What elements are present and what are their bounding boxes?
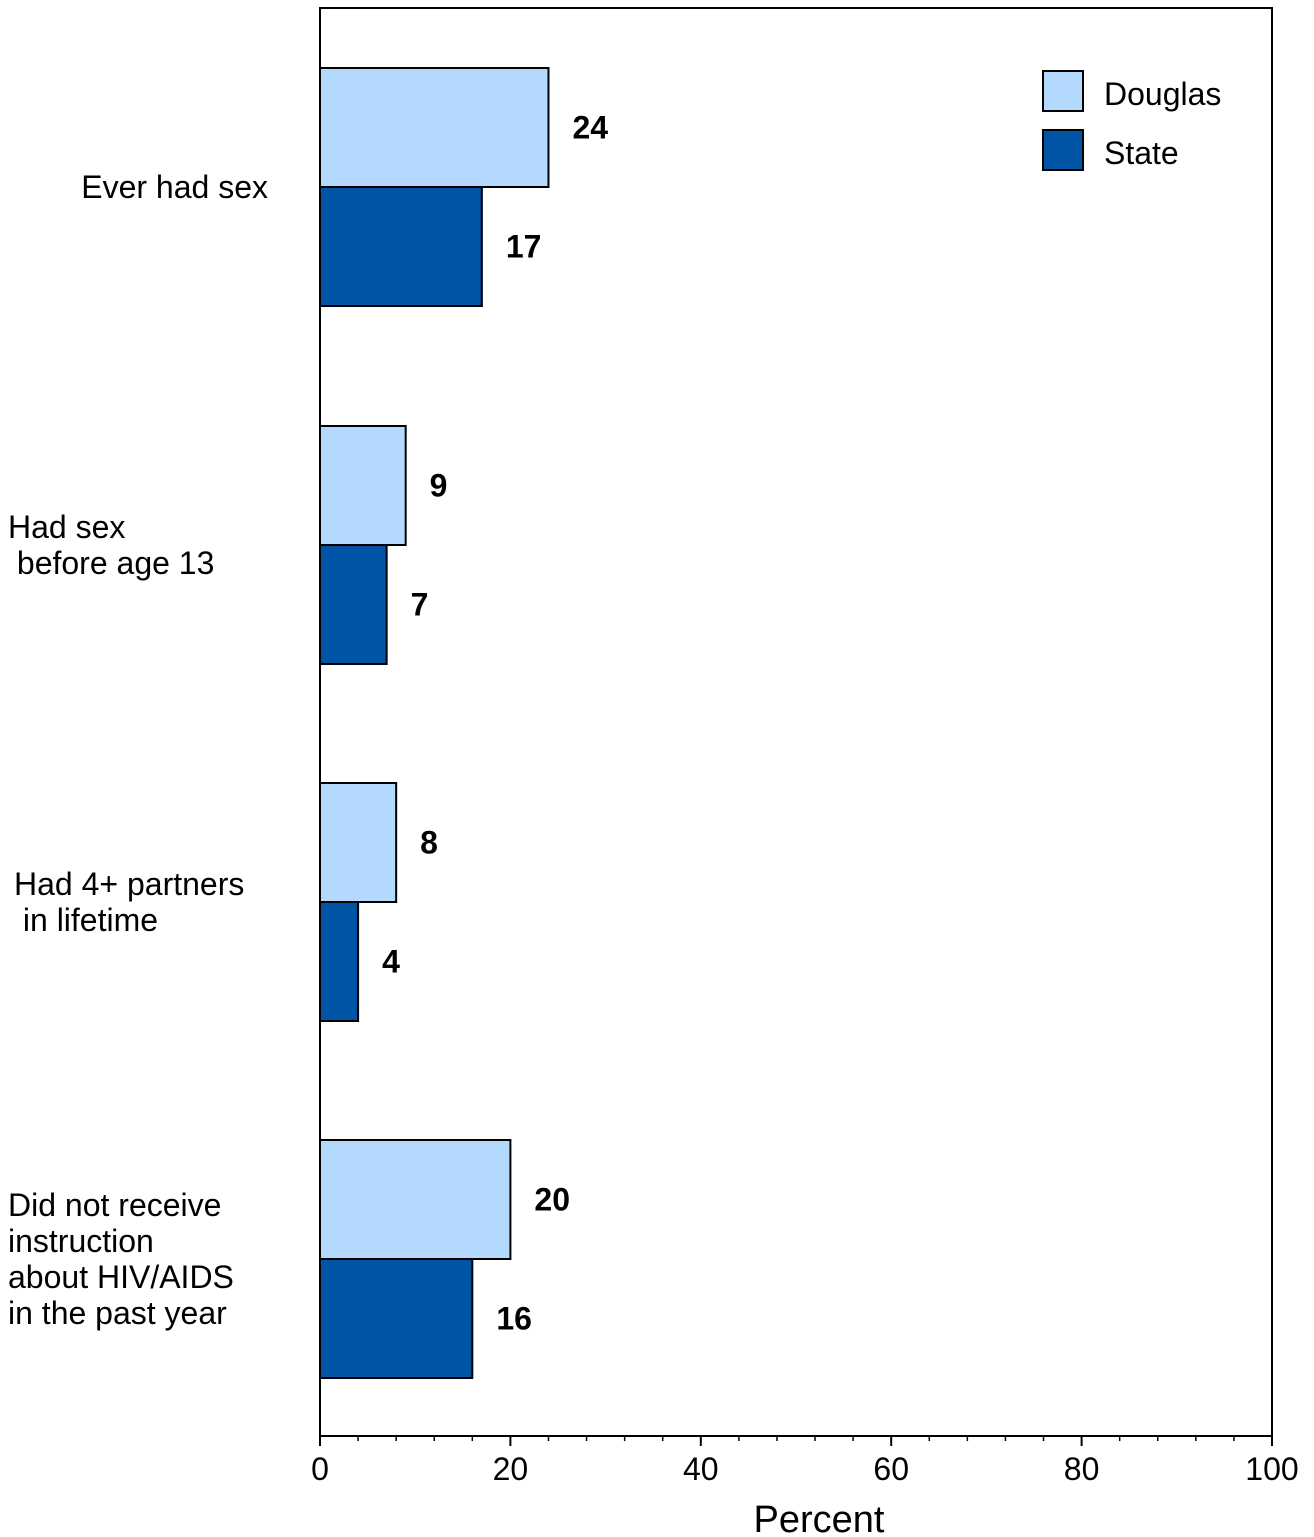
plot-frame [319, 7, 1273, 1437]
value-label-douglas-3: 20 [534, 1182, 570, 1218]
category-label-line: before age 13 [8, 545, 214, 581]
category-label-1: Had sex before age 13 [8, 509, 214, 581]
bar-state-3 [319, 1258, 474, 1379]
x-axis: 0 20 40 60 80 100 [311, 1436, 1299, 1487]
value-label-state-1: 7 [411, 587, 429, 623]
legend: Douglas State [1042, 70, 1221, 171]
legend-label-douglas: Douglas [1104, 76, 1221, 112]
x-tick-label: 60 [873, 1451, 909, 1487]
x-tick-label: 80 [1064, 1451, 1100, 1487]
legend-label-state: State [1104, 135, 1179, 171]
value-label-douglas-2: 8 [420, 825, 438, 861]
x-tick-label: 20 [493, 1451, 529, 1487]
category-label-line: about HIV/AIDS [8, 1259, 234, 1295]
bar-state-2 [319, 901, 360, 1022]
bar-state-0 [319, 186, 483, 307]
value-label-state-2: 4 [382, 944, 400, 980]
legend-swatch-douglas [1042, 70, 1084, 112]
category-label-line: in the past year [8, 1295, 227, 1331]
category-labels-group: Ever had sex Had sex before age 13 Had 4+ … [8, 169, 268, 1331]
legend-swatch-state [1042, 129, 1084, 171]
bar-douglas-2 [319, 782, 398, 903]
value-label-state-0: 17 [506, 229, 542, 265]
bar-douglas-1 [319, 425, 407, 546]
x-tick-label: 100 [1245, 1451, 1298, 1487]
category-label-line: Did not receive [8, 1187, 221, 1223]
category-label-line: Had 4+ partners [14, 866, 244, 902]
value-labels-group: 24 17 9 7 8 4 20 16 [382, 110, 608, 1337]
bar-douglas-0 [319, 67, 550, 188]
bars-group [319, 67, 550, 1379]
category-label-line: instruction [8, 1223, 154, 1259]
bar-douglas-3 [319, 1139, 512, 1260]
value-label-douglas-0: 24 [572, 110, 608, 146]
category-label-2: Had 4+ partners in lifetime [14, 866, 244, 938]
x-tick-label: 0 [311, 1451, 329, 1487]
category-label-3: Did not receive instruction about HIV/AIDS… [8, 1187, 234, 1331]
value-label-douglas-1: 9 [430, 468, 448, 504]
x-tick-label: 40 [683, 1451, 719, 1487]
category-label-0: Ever had sex [81, 169, 268, 205]
category-label-line: Had sex [8, 509, 125, 545]
value-label-state-3: 16 [496, 1301, 532, 1337]
bar-state-1 [319, 544, 388, 665]
x-axis-title: Percent [754, 1499, 885, 1537]
category-label-line: Ever had sex [81, 169, 268, 205]
category-label-line: in lifetime [14, 902, 158, 938]
